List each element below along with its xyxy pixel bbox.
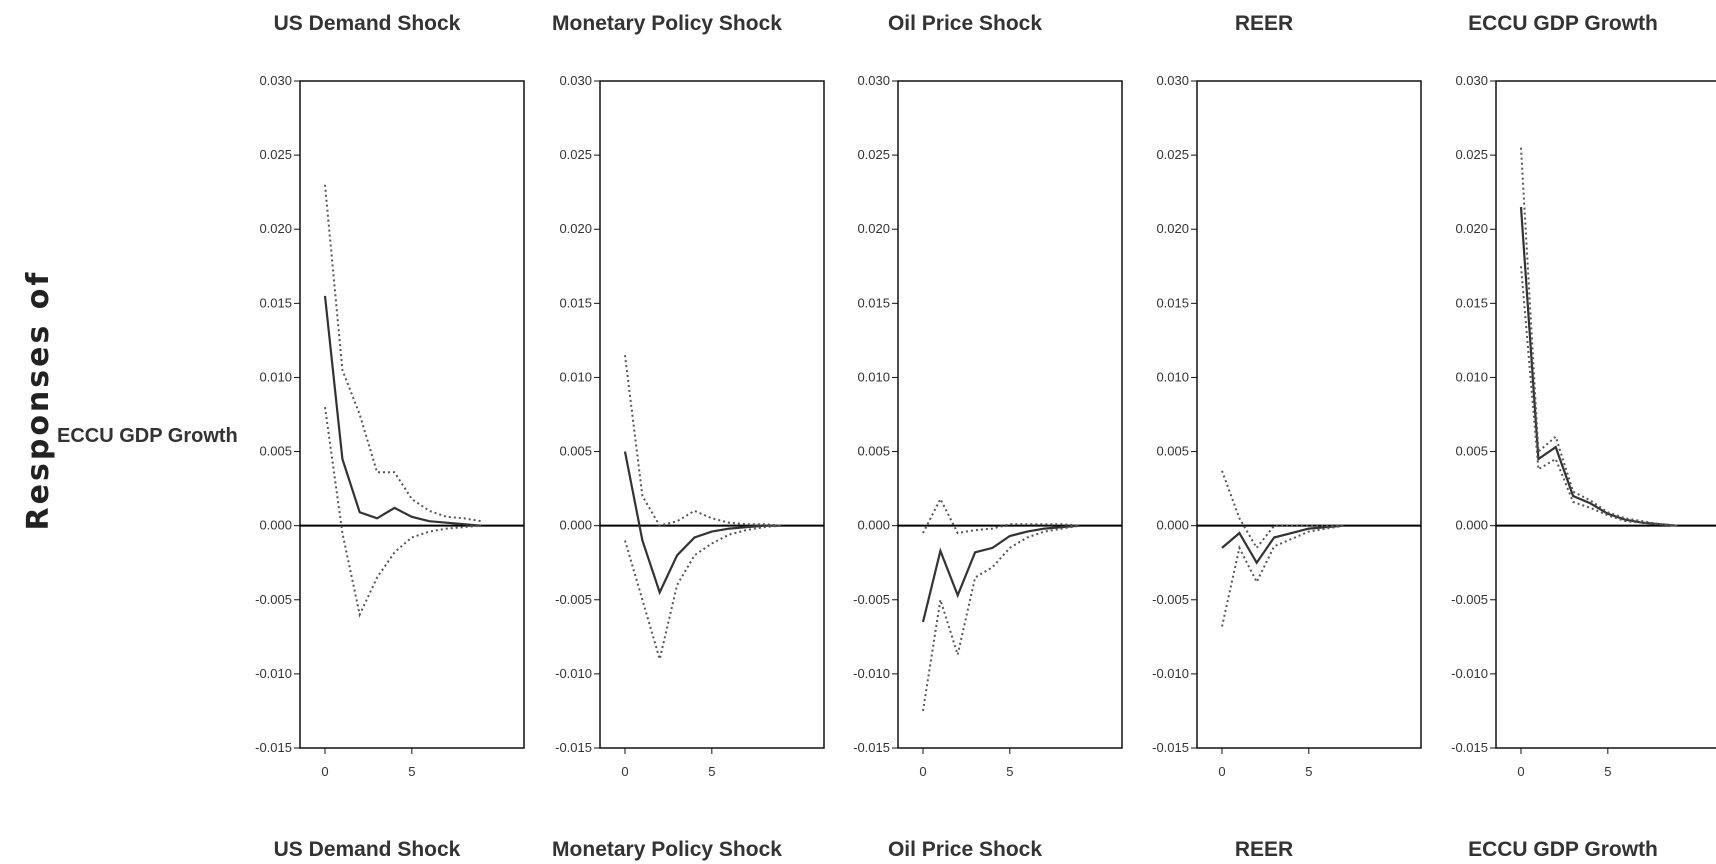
- y-tick-label: -0.005: [1152, 592, 1189, 607]
- panel-title: ECCU GDP Growth: [1468, 12, 1658, 35]
- y-tick-label: 0.015: [259, 295, 292, 310]
- y-tick-label: -0.015: [1152, 740, 1189, 755]
- lower-band: [1221, 524, 1344, 627]
- panel-bottom-title: ECCU GDP Growth: [1468, 838, 1658, 861]
- response-line: [1519, 206, 1678, 527]
- lower-band: [1520, 266, 1678, 527]
- panel-bottom-title: Oil Price Shock: [888, 838, 1042, 861]
- panel-title: US Demand Shock: [274, 12, 461, 35]
- y-tick-label: 0.005: [259, 444, 292, 459]
- y-tick-label: 0.000: [1455, 518, 1488, 533]
- y-tick-label: 0.010: [857, 369, 890, 384]
- y-tick-label: 0.010: [559, 369, 592, 384]
- x-tick-label: 5: [408, 764, 415, 779]
- y-tick-label: 0.025: [559, 147, 592, 162]
- lower-band: [922, 524, 1080, 712]
- y-tick-label: 0.025: [1156, 147, 1189, 162]
- x-tick-label: 0: [621, 764, 628, 779]
- y-tick-label: 0.000: [559, 518, 592, 533]
- x-tick-label: 0: [1517, 764, 1524, 779]
- panels: US Demand Shock US Demand Shock 0.030 0.025…: [255, 12, 1716, 861]
- lower-band: [624, 524, 782, 664]
- response-line: [1221, 524, 1344, 565]
- y-tick-label: 0.020: [259, 221, 292, 236]
- x-tick-label: 5: [708, 764, 715, 779]
- y-tick-label: 0.005: [559, 444, 592, 459]
- y-tick-label: 0.025: [259, 147, 292, 162]
- y-tick-label: 0.030: [1156, 73, 1189, 88]
- x-tick-label: 0: [1218, 764, 1225, 779]
- y-tick-label: 0.015: [857, 295, 890, 310]
- x-tick-label: 0: [321, 764, 328, 779]
- y-tick-label: -0.005: [1451, 592, 1488, 607]
- x-tick-label: 5: [1604, 764, 1611, 779]
- y-tick-label: 0.015: [1455, 295, 1488, 310]
- panel-bottom-title: REER: [1235, 838, 1293, 861]
- y-tick-label: -0.010: [1451, 666, 1488, 681]
- y-tick-label: 0.020: [1455, 221, 1488, 236]
- upper-band: [922, 496, 1080, 535]
- y-tick-label: 0.010: [1156, 369, 1189, 384]
- panel-1: US Demand Shock US Demand Shock 0.030 0.025…: [255, 12, 525, 861]
- panel-bottom-title: US Demand Shock: [274, 838, 461, 861]
- plot-frame: [299, 80, 525, 749]
- y-tick-label: 0.030: [857, 73, 890, 88]
- plot-frame: [897, 80, 1123, 749]
- x-tick-label: 5: [1006, 764, 1013, 779]
- response-line: [323, 295, 482, 527]
- y-tick-label: -0.005: [853, 592, 890, 607]
- y-tick-label: 0.005: [1156, 444, 1189, 459]
- y-tick-label: 0.030: [559, 73, 592, 88]
- y-tick-label: 0.015: [1156, 295, 1189, 310]
- y-tick-label: 0.010: [259, 369, 292, 384]
- y-tick-label: -0.010: [555, 666, 592, 681]
- plot-frame: [1196, 80, 1422, 749]
- responses-of-label: Responses of: [21, 270, 56, 531]
- y-tick-label: 0.005: [1455, 444, 1488, 459]
- panel-bottom-title: Monetary Policy Shock: [552, 838, 782, 861]
- y-tick-label: -0.015: [1451, 740, 1488, 755]
- upper-band: [1221, 470, 1344, 550]
- upper-band: [624, 355, 782, 527]
- y-tick-label: 0.020: [1156, 221, 1189, 236]
- panel-3: Oil Price Shock Oil Price Shock 0.030 0.025…: [853, 12, 1123, 861]
- y-tick-label: 0.020: [559, 221, 592, 236]
- panel-2: Monetary Policy Shock Monetary Policy Sho…: [552, 12, 825, 861]
- panel-title: REER: [1235, 12, 1293, 35]
- y-tick-label: 0.025: [1455, 147, 1488, 162]
- y-tick-label: 0.010: [1455, 369, 1488, 384]
- panel-title: Oil Price Shock: [888, 12, 1042, 35]
- y-tick-label: 0.015: [559, 295, 592, 310]
- y-tick-label: -0.010: [853, 666, 890, 681]
- y-tick-label: 0.025: [857, 147, 890, 162]
- y-tick-label: -0.010: [1152, 666, 1189, 681]
- panel-4: REER REER 0.030 0.025 0.020 0.015 0.010 0.005 0.…: [1152, 12, 1422, 861]
- y-tick-label: 0.030: [1455, 73, 1488, 88]
- y-tick-label: 0.005: [857, 444, 890, 459]
- response-line: [623, 451, 782, 596]
- y-tick-label: -0.005: [555, 592, 592, 607]
- upper-band: [324, 184, 482, 523]
- y-tick-label: 0.000: [1156, 518, 1189, 533]
- row-label: ECCU GDP Growth: [57, 425, 238, 447]
- y-tick-label: 0.000: [259, 518, 292, 533]
- y-tick-label: -0.015: [853, 740, 890, 755]
- panel-5: ECCU GDP Growth ECCU GDP Growth 0.030 0.025…: [1451, 12, 1716, 861]
- x-tick-label: 0: [919, 764, 926, 779]
- panel-title: Monetary Policy Shock: [552, 12, 782, 35]
- response-line: [921, 524, 1080, 623]
- y-tick-label: 0.030: [259, 73, 292, 88]
- y-tick-label: -0.015: [555, 740, 592, 755]
- y-tick-label: -0.005: [255, 592, 292, 607]
- x-tick-label: 5: [1305, 764, 1312, 779]
- upper-band: [1520, 147, 1678, 527]
- y-tick-label: -0.010: [255, 666, 292, 681]
- plot-frame: [599, 80, 825, 749]
- y-tick-label: 0.000: [857, 518, 890, 533]
- lower-band: [324, 406, 482, 618]
- y-tick-label: -0.015: [255, 740, 292, 755]
- y-tick-label: 0.020: [857, 221, 890, 236]
- plot-frame: [1495, 80, 1716, 749]
